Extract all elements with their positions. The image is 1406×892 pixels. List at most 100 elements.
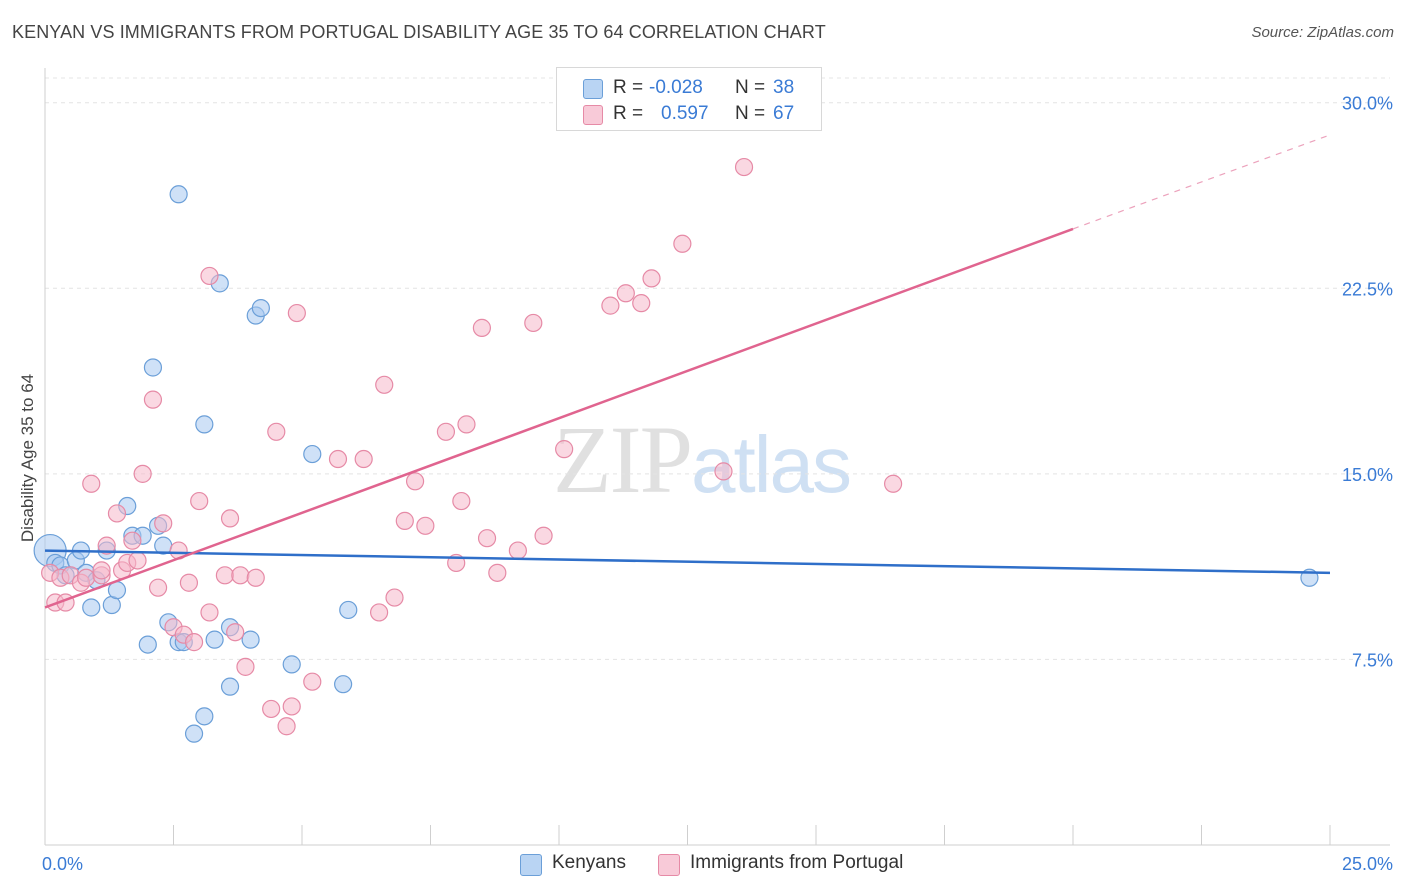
portugal-point (328, 449, 348, 469)
x-tick-label: 25.0% (1342, 854, 1393, 874)
legend-n-value-portugal: 67 (773, 103, 795, 124)
portugal-point (883, 474, 903, 493)
portugal-point (154, 514, 173, 533)
portugal-point (92, 561, 111, 580)
kenyan-point (251, 299, 270, 318)
portugal-point (642, 269, 661, 288)
kenyan-point (169, 185, 188, 204)
legend-r-label: R = (613, 77, 644, 98)
bottom-swatch-portugal (658, 854, 680, 876)
kenyan-point (143, 358, 163, 377)
bottom-legend-label-kenyans: Kenyans (552, 852, 626, 873)
portugal-point (148, 578, 168, 597)
portugal-point (616, 284, 635, 303)
watermark-zip: ZIP (553, 406, 693, 513)
portugal-point (508, 541, 527, 560)
kenyan-point (82, 598, 101, 617)
portugal-point (457, 415, 476, 434)
kenyan-point (220, 677, 240, 696)
legend-r-value-kenyans: -0.028 (649, 77, 703, 98)
y-tick-label: 15.0% (1342, 465, 1393, 485)
portugal-point (215, 566, 234, 585)
kenyan-point (195, 707, 214, 726)
portugal-point (303, 672, 322, 691)
kenyan-point (184, 724, 204, 743)
tick-labels: 7.5% 15.0% 22.5% 30.0% 0.0% 25.0% (42, 94, 1393, 874)
portugal-point (472, 318, 491, 337)
chart-title: KENYAN VS IMMIGRANTS FROM PORTUGAL DISAB… (12, 22, 826, 42)
legend-swatch-kenyans (583, 79, 603, 99)
legend-r-label: R = (613, 103, 644, 124)
portugal-point (370, 603, 389, 622)
portugal-point (375, 375, 394, 394)
portugal-point (395, 511, 414, 530)
portugal-trend-line (44, 227, 1074, 609)
portugal-point (452, 491, 471, 511)
kenyans-trend-line (44, 549, 1331, 575)
source-credit: Source: ZipAtlas.com (1251, 24, 1394, 41)
portugal-point (632, 294, 651, 313)
watermark: ZIPatlas (553, 404, 852, 515)
kenyan-point (282, 655, 301, 674)
portugal-trend-extension (1072, 134, 1331, 230)
portugal-point (107, 504, 127, 523)
portugal-point (673, 234, 692, 253)
axes (44, 68, 1390, 846)
portugal-point (220, 509, 240, 528)
portugal-point (262, 699, 281, 719)
portugal-point (555, 440, 574, 459)
portugal-point (143, 390, 163, 409)
legend-r-value-portugal: 0.597 (661, 103, 709, 124)
portugal-point (123, 531, 142, 550)
portugal-point (133, 464, 152, 483)
legend-n-value-kenyans: 38 (773, 77, 795, 98)
portugal-point (714, 462, 733, 481)
portugal-point (236, 657, 255, 676)
portugal-point (226, 623, 245, 642)
kenyan-point (241, 630, 260, 649)
portugal-point (354, 449, 373, 469)
bottom-swatch-kenyans (520, 854, 542, 876)
kenyan-point (334, 675, 353, 694)
portugal-point (488, 563, 507, 582)
data-points (33, 157, 1319, 743)
portugal-point (416, 516, 435, 535)
y-axis-label: Disability Age 35 to 64 (18, 373, 37, 543)
portugal-point (385, 588, 404, 607)
portugal-point (277, 717, 296, 736)
portugal-point (179, 573, 199, 592)
kenyan-point (205, 630, 224, 649)
portugal-point (282, 697, 301, 716)
portugal-point (231, 566, 250, 585)
portugal-point (200, 603, 219, 622)
legend-n-label: N = (735, 77, 766, 98)
portugal-point (128, 551, 147, 570)
kenyan-point (303, 444, 322, 464)
kenyan-point (195, 415, 214, 434)
portugal-point (190, 491, 209, 511)
kenyan-point (339, 600, 358, 620)
portugal-point (184, 633, 204, 652)
legend-swatch-portugal (583, 105, 603, 125)
portugal-point (534, 526, 553, 545)
y-tick-label: 22.5% (1342, 279, 1393, 299)
trend-lines (44, 134, 1331, 609)
y-tick-label: 7.5% (1352, 650, 1393, 670)
portugal-point (601, 296, 620, 315)
portugal-point (246, 568, 265, 587)
portugal-point (477, 529, 497, 548)
bottom-legend-label-portugal: Immigrants from Portugal (690, 852, 904, 873)
portugal-point (524, 313, 543, 333)
portugal-point (287, 303, 306, 323)
x-tick-label: 0.0% (42, 854, 83, 874)
legend-n-label: N = (735, 103, 766, 124)
portugal-point (77, 568, 96, 587)
portugal-point (82, 474, 101, 493)
portugal-point (436, 422, 456, 441)
portugal-point (405, 472, 425, 491)
correlation-legend: R = -0.028 N = 38 R = 0.597 N = 67 (556, 67, 822, 131)
portugal-point (267, 422, 286, 441)
portugal-point (97, 536, 116, 555)
portugal-point (200, 266, 219, 286)
